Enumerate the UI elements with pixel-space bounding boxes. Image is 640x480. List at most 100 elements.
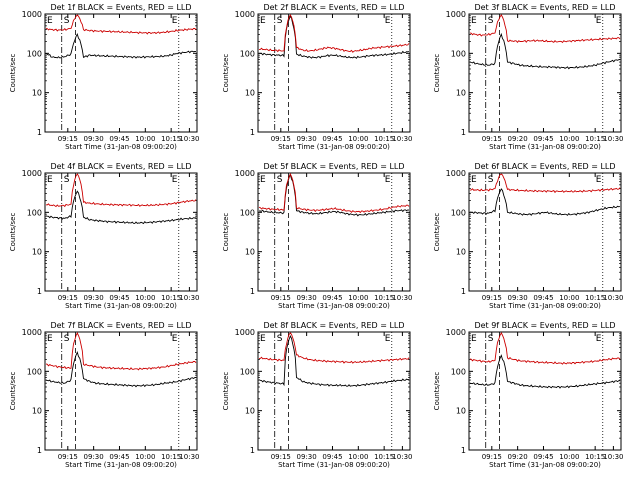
x-axis-label: Start Time (31-Jan-08 09:00:20) xyxy=(278,143,390,151)
plot-title: Det 7f BLACK = Events, RED = LLD xyxy=(50,321,191,330)
x-tick-label: 09:30 xyxy=(84,294,104,302)
y-tick-label: 1000 xyxy=(446,10,466,19)
x-tick-label: 09:15 xyxy=(482,294,502,302)
x-tick-label: 09:20 xyxy=(508,453,528,461)
series-line-lld xyxy=(45,173,197,208)
y-tick-label: 100 xyxy=(27,367,42,376)
plot-frame xyxy=(468,331,622,451)
plot-title: Det 6f BLACK = Events, RED = LLD xyxy=(474,162,615,171)
series-line-lld xyxy=(259,14,410,53)
x-tick-label: 09:30 xyxy=(297,135,317,143)
plot-frame xyxy=(44,172,198,292)
x-tick-label: 10:15 xyxy=(374,453,394,461)
marker-label-e-right: E xyxy=(596,334,602,344)
y-tick-label: 1000 xyxy=(446,328,466,337)
marker-label-s: S xyxy=(64,175,70,185)
y-axis-label: Counts/sec xyxy=(433,213,441,252)
y-axis-label: Counts/sec xyxy=(222,372,230,411)
series-line-lld xyxy=(258,172,410,214)
series-line-events xyxy=(469,32,621,70)
y-tick-label: 1000 xyxy=(235,10,255,19)
x-tick-label: 10:15 xyxy=(161,453,181,461)
plot-title: Det 9f BLACK = Events, RED = LLD xyxy=(474,321,615,330)
x-tick-label: 09:15 xyxy=(58,135,78,143)
y-tick-label: 10 xyxy=(456,89,466,98)
x-tick-label: 09:30 xyxy=(297,453,317,461)
y-tick-label: 1 xyxy=(250,446,255,455)
x-axis-label: Start Time (31-Jan-08 09:00:20) xyxy=(65,143,177,151)
y-axis-label: Counts/sec xyxy=(9,372,17,411)
marker-label-e-left: E xyxy=(47,16,53,26)
x-tick-label: 09:45 xyxy=(533,453,553,461)
x-tick-label: 10:00 xyxy=(559,453,579,461)
x-tick-label: 10:30 xyxy=(392,135,412,143)
marker-label-s: S xyxy=(64,16,70,26)
plot-frame xyxy=(257,172,411,292)
y-tick-label: 10 xyxy=(245,89,255,98)
series-line-lld xyxy=(45,14,197,35)
y-tick-label: 10 xyxy=(32,89,42,98)
marker-label-e-right: E xyxy=(596,175,602,185)
marker-label-e-left: E xyxy=(47,334,53,344)
marker-label-e-right: E xyxy=(172,334,178,344)
marker-label-e-right: E xyxy=(172,16,178,26)
marker-label-e-right: E xyxy=(385,175,391,185)
series-line-events xyxy=(469,354,620,389)
x-tick-label: 09:15 xyxy=(482,135,502,143)
x-tick-label: 10:30 xyxy=(179,294,199,302)
plot-frame xyxy=(257,13,411,133)
x-tick-label: 10:30 xyxy=(179,135,199,143)
y-tick-label: 10 xyxy=(32,248,42,257)
plot-frame xyxy=(468,172,622,292)
marker-label-e-right: E xyxy=(172,175,178,185)
x-axis-label: Start Time (31-Jan-08 09:00:20) xyxy=(65,461,177,469)
x-tick-label: 09:45 xyxy=(109,294,129,302)
y-tick-label: 100 xyxy=(451,49,466,58)
marker-label-s: S xyxy=(277,334,283,344)
y-tick-label: 10 xyxy=(456,248,466,257)
marker-label-e-left: E xyxy=(471,175,477,185)
y-tick-label: 1000 xyxy=(235,169,255,178)
x-tick-label: 09:15 xyxy=(482,453,502,461)
y-tick-label: 10 xyxy=(245,248,255,257)
y-tick-label: 1000 xyxy=(235,328,255,337)
x-axis-label: Start Time (31-Jan-08 09:00:20) xyxy=(278,461,390,469)
x-tick-label: 09:30 xyxy=(297,294,317,302)
plot-frame xyxy=(44,331,198,451)
marker-label-e-right: E xyxy=(385,16,391,26)
x-tick-label: 09:15 xyxy=(271,453,291,461)
x-tick-label: 09:30 xyxy=(84,135,104,143)
series-line-lld xyxy=(469,14,621,44)
plot-title: Det 4f BLACK = Events, RED = LLD xyxy=(50,162,191,171)
x-tick-label: 10:30 xyxy=(392,453,412,461)
y-tick-label: 1 xyxy=(250,287,255,296)
x-tick-label: 09:45 xyxy=(533,294,553,302)
x-tick-label: 10:15 xyxy=(585,294,605,302)
series-line-events xyxy=(45,32,197,59)
y-tick-label: 10 xyxy=(245,407,255,416)
x-tick-label: 10:15 xyxy=(374,294,394,302)
y-tick-label: 1000 xyxy=(22,169,42,178)
x-tick-label: 09:20 xyxy=(508,135,528,143)
y-tick-label: 1 xyxy=(461,446,466,455)
x-tick-label: 10:30 xyxy=(603,135,623,143)
y-tick-label: 1000 xyxy=(22,10,42,19)
x-tick-label: 10:30 xyxy=(392,294,412,302)
marker-label-s: S xyxy=(488,175,494,185)
y-axis-label: Counts/sec xyxy=(222,54,230,93)
series-line-events xyxy=(258,335,410,387)
x-tick-label: 10:00 xyxy=(135,294,155,302)
marker-label-e-left: E xyxy=(260,175,266,185)
y-tick-label: 100 xyxy=(451,208,466,217)
x-tick-label: 09:15 xyxy=(271,294,291,302)
x-axis-label: Start Time (31-Jan-08 09:00:20) xyxy=(489,143,601,151)
x-tick-label: 10:00 xyxy=(348,135,368,143)
y-axis-label: Counts/sec xyxy=(222,213,230,252)
y-tick-label: 100 xyxy=(27,208,42,217)
series-line-lld xyxy=(259,332,410,364)
y-tick-label: 1000 xyxy=(446,169,466,178)
plot-title: Det 5f BLACK = Events, RED = LLD xyxy=(263,162,404,171)
x-tick-label: 09:45 xyxy=(322,135,342,143)
marker-label-e-left: E xyxy=(471,16,477,26)
